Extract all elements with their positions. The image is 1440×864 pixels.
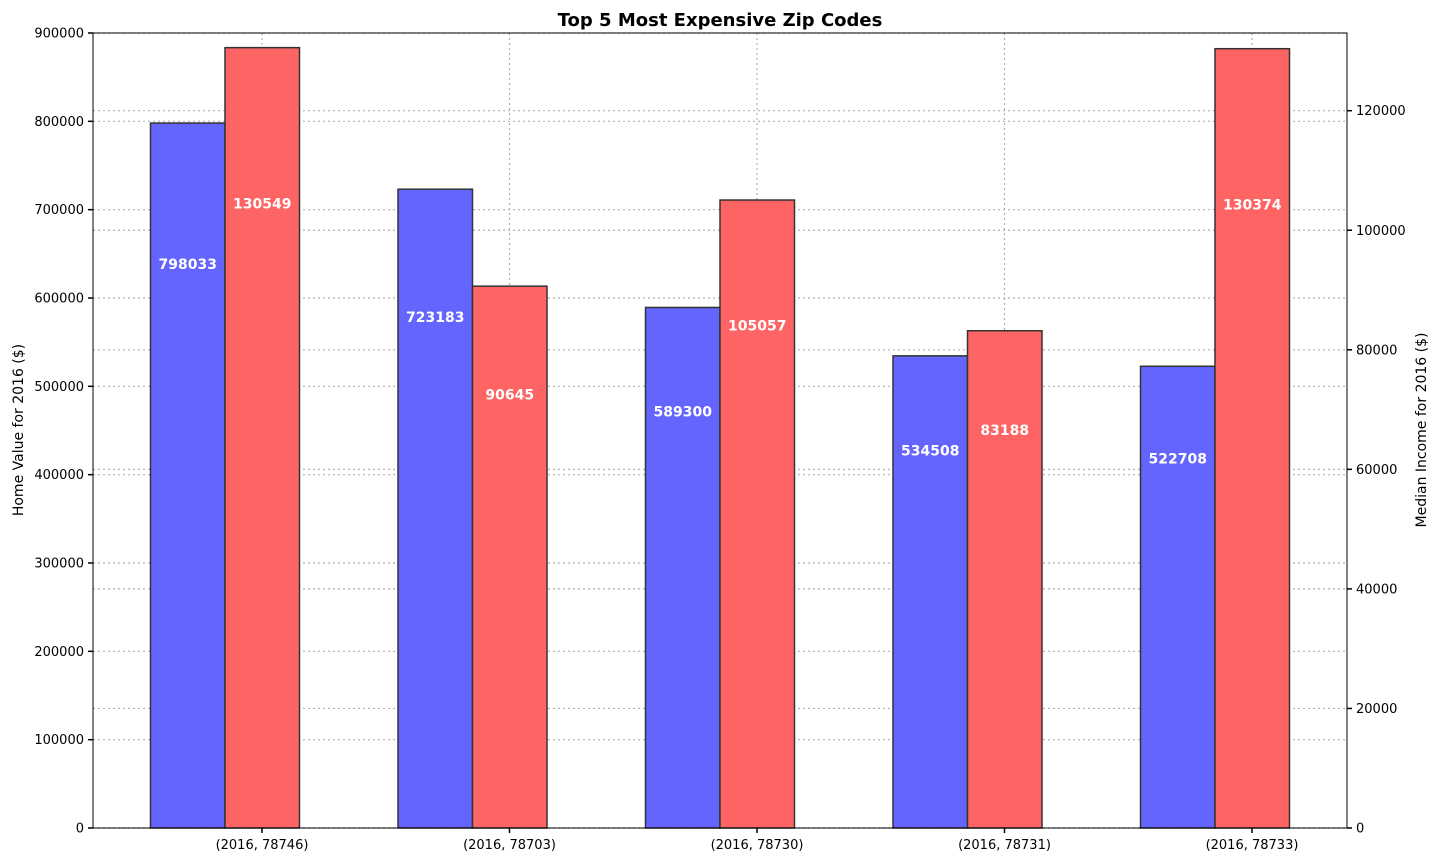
bar-label-median-income: 83188 — [980, 423, 1029, 439]
x-tick-label: (2016, 78731) — [958, 838, 1051, 853]
bar-label-home-value: 534508 — [901, 443, 959, 459]
bar-label-median-income: 105057 — [728, 319, 786, 335]
bar-label-home-value: 522708 — [1149, 452, 1207, 468]
y-tick-label: 0 — [76, 822, 84, 837]
y2-axis-title: Median Income for 2016 ($) — [1414, 333, 1430, 528]
axes-layer: 0100000200000300000400000500000600000700… — [34, 27, 1405, 854]
y-tick-label: 300000 — [34, 557, 84, 572]
y-tick-label: 900000 — [34, 27, 84, 42]
bar-median-income — [224, 46, 301, 829]
y-tick-label: 200000 — [34, 645, 84, 660]
bar-median-income — [966, 329, 1043, 829]
x-tick-label: (2016, 78733) — [1206, 838, 1299, 853]
y2-tick-label: 80000 — [1356, 343, 1397, 358]
bar-label-home-value: 589300 — [654, 405, 713, 421]
bar-label-median-income: 90645 — [485, 388, 534, 404]
y-tick-label: 400000 — [34, 468, 84, 483]
bar-median-income — [719, 199, 796, 829]
x-tick-label: (2016, 78730) — [711, 838, 804, 853]
y-axis-title: Home Value for 2016 ($) — [11, 344, 27, 516]
bar-home-value — [892, 355, 969, 829]
y2-tick-label: 20000 — [1356, 702, 1397, 717]
y2-tick-label: 40000 — [1356, 582, 1397, 597]
bar-home-value — [397, 188, 474, 829]
bar-median-income — [471, 285, 548, 829]
bar-median-income — [1214, 47, 1291, 829]
bar-label-median-income: 130549 — [233, 197, 291, 213]
x-tick-label: (2016, 78703) — [463, 838, 556, 853]
y-tick-label: 700000 — [34, 203, 84, 218]
y2-tick-label: 120000 — [1356, 104, 1406, 119]
y-tick-label: 100000 — [34, 733, 84, 748]
x-tick-label: (2016, 78746) — [216, 838, 309, 853]
bar-home-value — [149, 122, 226, 829]
bar-label-home-value: 798033 — [159, 257, 217, 273]
chart-title: Top 5 Most Expensive Zip Codes — [558, 10, 883, 31]
bar-label-median-income: 130374 — [1223, 198, 1282, 214]
y2-tick-label: 60000 — [1356, 463, 1397, 478]
bar-labels-layer: 798033 130549 723183 90645 589300 105057 53450… — [159, 197, 1282, 468]
y2-tick-label: 100000 — [1356, 224, 1406, 239]
bar-home-value — [644, 306, 721, 829]
plot-frame — [92, 32, 1348, 829]
y-tick-label: 800000 — [34, 115, 84, 130]
bar-label-home-value: 723183 — [406, 310, 464, 326]
y-tick-label: 500000 — [34, 380, 84, 395]
bar-home-value — [1139, 365, 1216, 829]
y-tick-label: 600000 — [34, 292, 84, 307]
y2-tick-label: 0 — [1356, 822, 1364, 837]
